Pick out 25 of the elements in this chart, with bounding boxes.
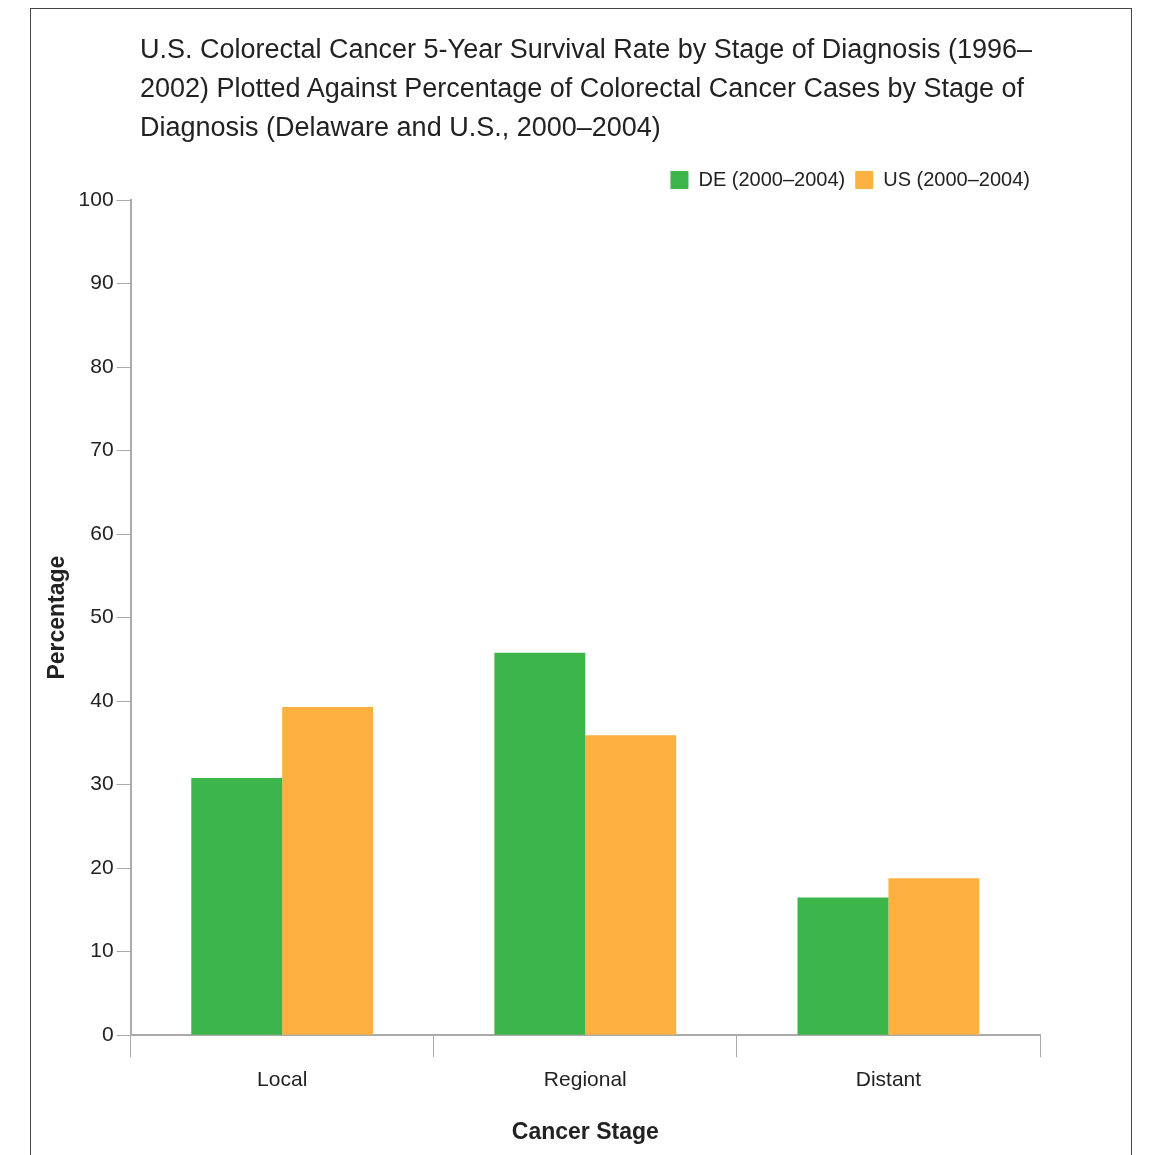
x-tick-label: Regional	[543, 1066, 627, 1090]
chart-title: U.S. Colorectal Cancer 5-Year Survival Rate by Stage of Diagnosis (1996–2002) Plotted Against Percentage of Colorectal Cancer Cases by Stage of Diagnosis (Delaware and U.S., 2000–2004)	[140, 33, 1033, 144]
legend-label: US (2000–2004)	[883, 167, 1031, 190]
bar	[888, 878, 980, 1035]
y-tick-label: 20	[90, 854, 114, 878]
x-tick-label: Local	[257, 1066, 308, 1090]
y-tick-label: 60	[90, 520, 114, 544]
bar	[282, 706, 374, 1035]
bar	[494, 652, 586, 1035]
y-tick-label: 10	[90, 938, 114, 962]
legend-label: DE (2000–2004)	[698, 167, 846, 190]
bar	[797, 897, 889, 1035]
y-tick-label: 0	[101, 1022, 114, 1045]
y-axis-title: Percentage	[43, 555, 70, 680]
y-tick-label: 50	[90, 604, 114, 628]
y-tick-label: 70	[90, 437, 114, 461]
y-tick-label: 100	[78, 186, 114, 210]
y-tick-label: 40	[90, 687, 114, 711]
y-tick-label: 90	[90, 270, 114, 294]
bar	[585, 735, 677, 1035]
bar	[191, 777, 283, 1035]
y-tick-label: 80	[90, 353, 114, 377]
x-axis-title: Cancer Stage	[511, 1117, 659, 1144]
y-tick-label: 30	[90, 771, 114, 795]
x-tick-label: Distant	[855, 1066, 922, 1090]
